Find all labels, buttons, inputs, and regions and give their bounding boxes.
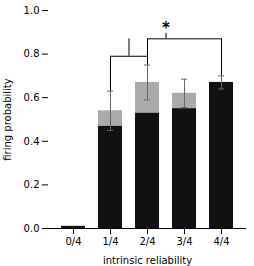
svg-text:4/4: 4/4 (213, 236, 229, 247)
svg-text:3/4: 3/4 (176, 236, 192, 247)
svg-text:0.0: 0.0 (24, 223, 40, 234)
svg-text:*: * (162, 19, 170, 37)
svg-text:0/4: 0/4 (65, 236, 81, 247)
svg-text:0.8: 0.8 (24, 48, 40, 59)
svg-text:1/4: 1/4 (102, 236, 118, 247)
svg-text:0.6: 0.6 (24, 92, 40, 103)
svg-text:intrinsic reliability: intrinsic reliability (103, 255, 192, 266)
svg-text:1.0: 1.0 (24, 5, 40, 16)
svg-text:0.2: 0.2 (24, 179, 40, 190)
svg-text:2/4: 2/4 (139, 236, 155, 247)
svg-text:firing probability: firing probability (2, 78, 13, 160)
svg-text:0.4: 0.4 (24, 136, 40, 147)
